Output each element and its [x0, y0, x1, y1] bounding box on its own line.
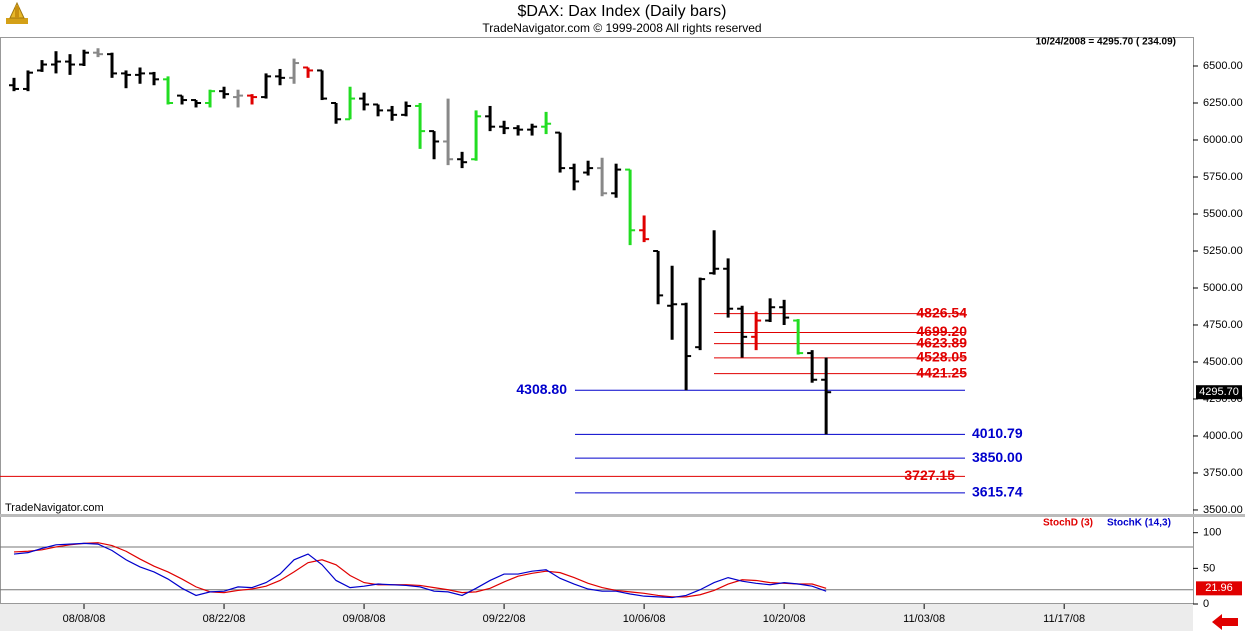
- logo: [6, 1, 28, 24]
- last-price-label: 4295.70: [1199, 386, 1239, 398]
- header-quote: 10/24/2008 = 4295.70 ( 234.09): [1036, 37, 1176, 48]
- y-tick-label: 3500.00: [1203, 504, 1243, 516]
- x-tick-label: 09/22/08: [483, 613, 526, 625]
- chart-title: $DAX: Dax Index (Daily bars): [518, 3, 727, 20]
- x-tick-label: 10/20/08: [763, 613, 806, 625]
- y-tick-label: 4000.00: [1203, 430, 1243, 442]
- level-label: 4421.25: [916, 364, 967, 380]
- y-tick-label: 6500.00: [1203, 60, 1243, 72]
- x-tick-label: 11/03/08: [903, 613, 945, 625]
- y-tick-label: 5500.00: [1203, 208, 1243, 220]
- y-tick-label: 3750.00: [1203, 467, 1243, 479]
- y-tick-label: 4500.00: [1203, 356, 1243, 368]
- x-tick-label: 10/06/08: [623, 613, 666, 625]
- level-label: 4826.54: [916, 304, 967, 320]
- chart-subtitle: TradeNavigator.com © 1999-2008 All right…: [482, 21, 761, 35]
- x-tick-label: 09/08/08: [343, 613, 386, 625]
- stoch-line: [13, 542, 827, 598]
- plot-frame: [0, 37, 1194, 604]
- x-axis-band: [0, 604, 1193, 631]
- level-label: 4308.80: [516, 381, 567, 397]
- stoch-line: [13, 542, 827, 599]
- scroll-arrow[interactable]: [1212, 614, 1238, 630]
- y-tick-label: 100: [1203, 527, 1221, 539]
- watermark: TradeNavigator.com: [5, 502, 104, 514]
- y-tick-label: 5750.00: [1203, 171, 1243, 183]
- y-tick-label: 5000.00: [1203, 282, 1243, 294]
- x-tick-label: 08/22/08: [203, 613, 246, 625]
- y-tick-label: 0: [1203, 598, 1209, 610]
- level-label: 4010.79: [972, 425, 1023, 441]
- y-tick-label: 6000.00: [1203, 134, 1243, 146]
- y-tick-label: 50: [1203, 562, 1215, 574]
- level-label: 4699.20: [916, 323, 967, 339]
- last-value-label: 21.96: [1205, 582, 1233, 594]
- level-label: 3850.00: [972, 449, 1023, 465]
- x-tick-label: 08/08/08: [63, 613, 106, 625]
- level-label: 4528.05: [916, 349, 967, 365]
- last-price-box: [1196, 385, 1242, 400]
- level-label: 3615.74: [972, 484, 1023, 500]
- level-label: 3727.15: [904, 467, 955, 483]
- y-tick-label: 6250.00: [1203, 97, 1243, 109]
- level-label: 4623.89: [916, 334, 967, 350]
- legend-entry: StochK (14,3): [1107, 518, 1171, 529]
- y-tick-label: 4750.00: [1203, 319, 1243, 331]
- x-tick-label: 11/17/08: [1043, 613, 1085, 625]
- y-tick-label: 5250.00: [1203, 245, 1243, 257]
- legend-entry: StochD (3): [1043, 518, 1093, 529]
- last-value-box: [1196, 581, 1242, 596]
